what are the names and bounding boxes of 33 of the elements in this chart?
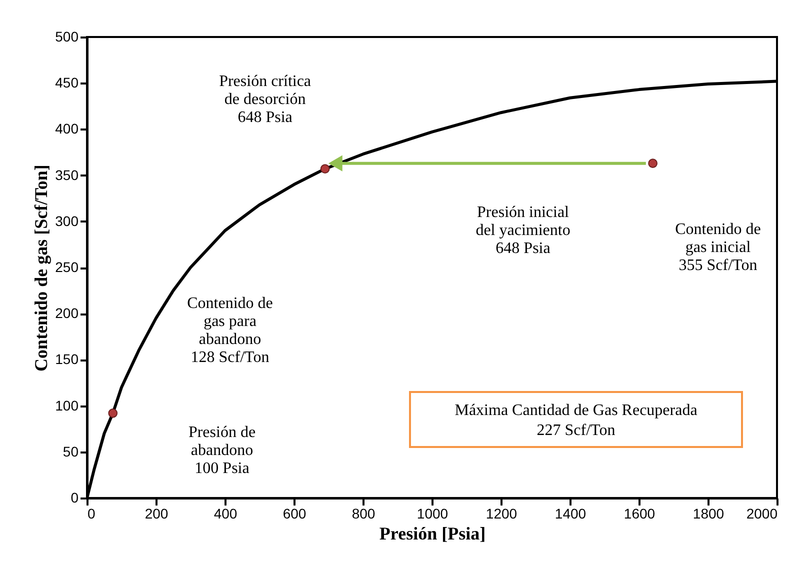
- x-tick-label: 600: [282, 506, 306, 522]
- x-tick-label: 1600: [624, 506, 656, 522]
- x-tick-label: 200: [144, 506, 168, 522]
- x-tick-label: 400: [214, 506, 238, 522]
- y-tick-label: 200: [55, 305, 79, 322]
- y-tick-label: 500: [55, 28, 79, 44]
- y-tick-label: 50: [62, 443, 79, 460]
- y-tick-label: 450: [55, 74, 79, 91]
- x-tick-label: 0: [88, 506, 96, 522]
- y-tick-label: 400: [55, 120, 79, 137]
- y-tick-label: 100: [55, 397, 79, 414]
- annotation: Contenido de gas para abandono 128 Scf/Ton: [187, 295, 273, 366]
- x-tick-label: 1800: [692, 506, 724, 522]
- x-tick-label: 2000: [746, 506, 778, 522]
- x-tick-label: 1400: [554, 506, 586, 522]
- x-tick-label: 1200: [486, 506, 518, 522]
- annotation: Contenido de gas inicial 355 Scf/Ton: [675, 221, 761, 274]
- annotation: Máxima Cantidad de Gas Recuperada 227 Scf/Ton: [454, 402, 698, 439]
- point: [108, 408, 118, 418]
- x-tick-label: 800: [352, 506, 376, 522]
- x-tick-label: 1000: [416, 506, 448, 522]
- point: [648, 158, 658, 168]
- y-tick-label: 150: [55, 351, 79, 368]
- y-tick-label: 0: [70, 490, 79, 506]
- annotation: Presión de abandono 100 Psia: [188, 424, 256, 477]
- y-axis-title: Contenido de gas [Scf/Ton]: [31, 164, 52, 372]
- y-tick-label: 350: [55, 166, 79, 183]
- x-axis-title: Presión [Psia]: [379, 524, 486, 544]
- annotation: Presión crítica de desorción 648 Psia: [219, 72, 312, 126]
- y-tick-label: 250: [55, 259, 79, 275]
- annotation: Presión inicial del yacimiento 648 Psia: [476, 204, 570, 257]
- point: [320, 164, 330, 174]
- y-tick-label: 300: [55, 212, 79, 229]
